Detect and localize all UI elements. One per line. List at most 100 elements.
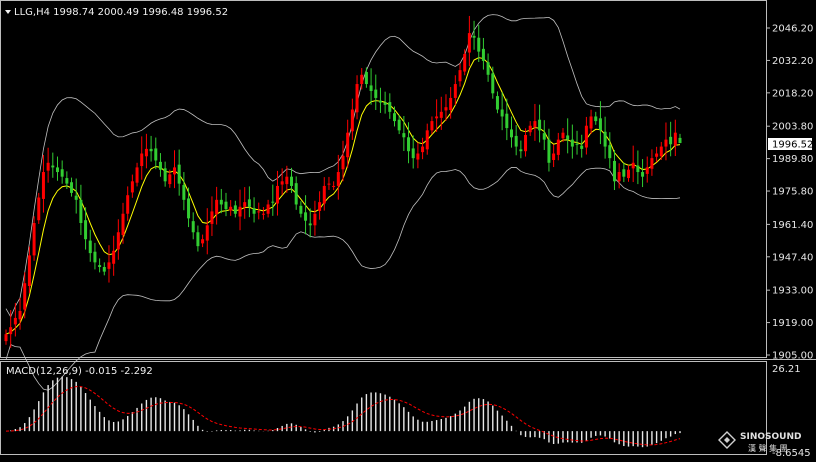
candle-body — [411, 148, 415, 159]
sinosound-logo-icon — [718, 431, 736, 449]
candle-body — [154, 148, 158, 161]
candle-body — [524, 134, 528, 152]
candle-body — [168, 174, 172, 185]
candle-body — [327, 183, 331, 185]
candle-body — [144, 148, 148, 157]
candle-body — [266, 204, 270, 214]
dropdown-arrow-icon[interactable] — [5, 10, 11, 14]
macd-histogram — [9, 376, 681, 448]
candle-body — [290, 176, 294, 186]
price-tick-label: 2046.20 — [772, 24, 813, 35]
candle-body — [622, 169, 626, 177]
candle-body — [32, 222, 36, 256]
candle-body — [397, 119, 401, 131]
price-tick-label: 1989.80 — [772, 154, 813, 165]
candle-body — [659, 146, 663, 157]
candle-body — [481, 48, 485, 61]
candle-body — [247, 199, 251, 207]
price-tick-label: 2018.20 — [772, 88, 813, 99]
candle-body — [627, 169, 631, 179]
candle-body — [41, 172, 45, 199]
bollinger-bands — [5, 14, 681, 391]
candle-body — [491, 73, 495, 94]
candle-body — [233, 205, 237, 214]
candle-body — [458, 70, 462, 82]
candle-body — [392, 113, 396, 122]
candle-body — [187, 198, 191, 219]
candle-body — [261, 213, 265, 215]
signal-line — [5, 386, 681, 446]
candle-body — [355, 84, 359, 113]
candle-body — [140, 153, 144, 167]
candle-body — [336, 172, 340, 186]
candle-body — [561, 132, 565, 139]
candle-body — [27, 255, 31, 286]
candle-body — [74, 195, 78, 200]
candle-body — [341, 155, 345, 170]
price-tick-label: 1975.80 — [772, 187, 813, 198]
candle-body — [430, 121, 434, 131]
candle-body — [575, 143, 579, 145]
candle-body — [594, 116, 598, 122]
candle-body — [271, 201, 275, 203]
candle-body — [449, 97, 453, 110]
price-tick-label: 2003.80 — [772, 122, 813, 133]
candle-body — [126, 195, 130, 214]
candle-body — [360, 74, 364, 85]
candle-body — [570, 139, 574, 147]
candle-body — [46, 162, 50, 171]
candle-body — [547, 139, 551, 163]
candle-body — [219, 199, 223, 205]
candle-body — [107, 262, 111, 269]
candle-body — [280, 181, 284, 185]
candle-body — [238, 206, 242, 217]
candle-body — [538, 119, 542, 131]
candle-body — [177, 164, 181, 184]
candle-body — [121, 213, 125, 236]
candle-body — [416, 153, 420, 160]
candle-body — [60, 169, 64, 177]
candle-body — [514, 135, 518, 147]
candle-body — [435, 116, 439, 119]
candle-body — [650, 158, 654, 169]
candle-body — [369, 85, 373, 91]
candle-body — [645, 167, 649, 174]
candle-body — [135, 167, 139, 183]
candle-body — [112, 250, 116, 264]
candle-body — [641, 172, 645, 177]
candle-body — [130, 181, 134, 193]
candle-body — [552, 153, 556, 161]
candle-body — [205, 225, 209, 241]
candle-body — [383, 102, 387, 105]
candle-body — [636, 165, 640, 173]
candle-body — [196, 232, 200, 247]
candle-body — [304, 212, 308, 221]
candle-body — [584, 125, 588, 148]
candle-body — [444, 107, 448, 111]
candle-body — [210, 211, 214, 224]
candle-body — [313, 213, 317, 226]
price-tick-label: 1947.40 — [772, 252, 813, 263]
macd-panel-frame — [0, 361, 767, 455]
candle-body — [51, 165, 55, 168]
candle-body — [463, 53, 467, 72]
candle-body — [229, 206, 233, 211]
candle-body — [378, 100, 382, 103]
macd-top-value: 26.21 — [772, 364, 801, 375]
price-axis: 2046.20 2032.20 2018.20 2003.80 1989.80 1975.… — [766, 24, 813, 362]
candle-body — [500, 109, 504, 117]
candle-body — [116, 232, 120, 250]
candle-body — [285, 176, 289, 185]
logo-name: SINOSOUND — [740, 432, 801, 442]
candle-body — [182, 185, 186, 200]
price-panel-frame — [0, 0, 767, 358]
candle-body — [149, 148, 153, 152]
candle-body — [173, 167, 176, 175]
candle-body — [655, 153, 659, 157]
candle-body — [589, 116, 593, 129]
candle-body — [23, 283, 27, 310]
price-tick-label: 1933.00 — [772, 286, 813, 297]
candle-body — [603, 131, 607, 147]
candle-body — [472, 35, 476, 38]
